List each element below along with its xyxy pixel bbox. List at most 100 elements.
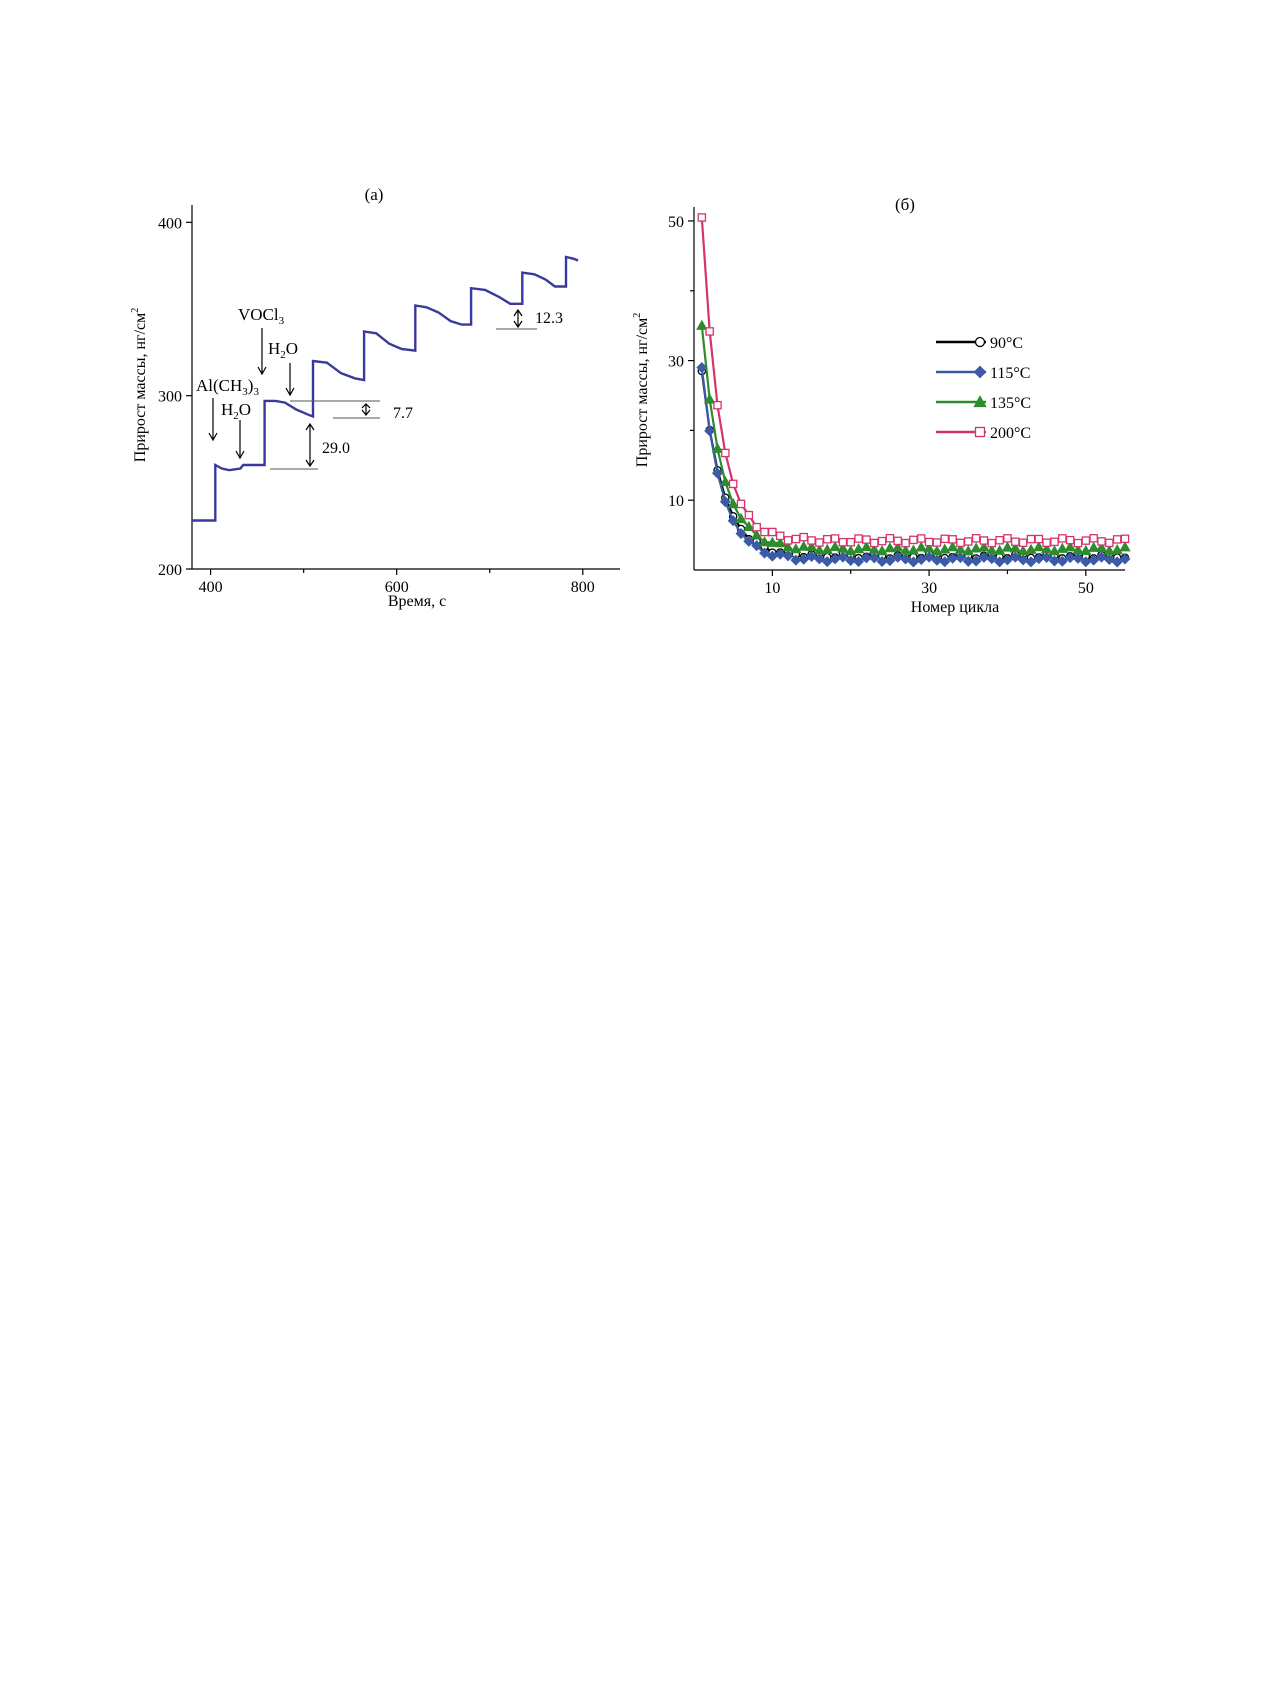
data-point	[837, 551, 849, 563]
data-point	[1001, 541, 1014, 552]
data-point	[939, 543, 951, 554]
data-point	[1001, 554, 1013, 566]
data-point	[986, 553, 998, 565]
data-point	[1087, 541, 1100, 552]
data-point	[1119, 553, 1131, 565]
data-point	[735, 512, 747, 524]
series-135c	[696, 319, 1131, 556]
data-point	[719, 475, 732, 487]
data-point	[862, 535, 871, 544]
data-point	[956, 538, 965, 548]
panel-b-label: (б)	[895, 195, 915, 214]
data-point	[1017, 545, 1029, 556]
data-point	[759, 547, 771, 559]
data-point	[711, 467, 724, 479]
data-point	[907, 544, 920, 555]
data-point	[846, 537, 855, 547]
data-point	[876, 545, 888, 556]
data-point	[970, 542, 982, 553]
data-point	[854, 534, 863, 543]
data-point	[813, 544, 826, 555]
data-point	[1072, 544, 1084, 555]
panel-a-x-tick-label: 400	[199, 579, 223, 596]
data-point	[877, 536, 887, 546]
data-point	[1034, 534, 1044, 544]
data-point	[884, 555, 896, 567]
series-200c	[697, 213, 1130, 548]
data-point	[978, 541, 990, 552]
panel-a-y-tick-label: 300	[158, 389, 182, 406]
data-point	[892, 551, 904, 563]
data-point	[728, 479, 738, 489]
data-point	[860, 552, 872, 564]
panel-b-ticks: 10 30 50 10 30 50	[668, 214, 1094, 597]
panel-b-x-tick-label: 30	[921, 580, 937, 597]
panel-b-chart: (б) 10 30 50 10 30 50 Номер цикла Прирост мас…	[632, 195, 1131, 616]
data-point	[893, 536, 902, 546]
data-point	[1072, 552, 1084, 564]
data-point	[758, 536, 771, 547]
label-12: 12.3	[535, 310, 563, 327]
data-point	[751, 540, 763, 552]
data-point	[1033, 541, 1045, 552]
data-point	[1064, 552, 1076, 564]
annotation-h2o-first: H2O	[221, 400, 251, 422]
legend-marker	[974, 336, 986, 348]
data-point	[821, 543, 833, 554]
double-arrow-12	[513, 308, 523, 329]
annotation-h2o-second: H2O	[268, 339, 298, 361]
data-point	[774, 548, 786, 560]
data-point	[1009, 542, 1022, 553]
panel-a-y-tick-label: 400	[158, 215, 182, 232]
arrow-vocl3	[257, 328, 267, 376]
data-point	[837, 542, 849, 553]
data-point	[1048, 545, 1061, 556]
data-point	[845, 545, 857, 556]
data-point	[1119, 541, 1131, 552]
panel-a-mass-trace	[192, 255, 579, 522]
data-point	[1089, 534, 1098, 543]
data-point	[829, 540, 841, 552]
data-point	[760, 527, 769, 537]
data-point	[750, 529, 763, 540]
data-point	[923, 542, 935, 553]
data-point	[1003, 534, 1012, 543]
data-point	[727, 498, 739, 509]
data-point	[1120, 534, 1130, 544]
legend-label: 90°C	[990, 335, 1023, 352]
data-point	[821, 556, 833, 568]
data-point	[774, 537, 786, 548]
panel-a-x-tick-label: 800	[571, 579, 595, 596]
data-point	[986, 544, 998, 555]
data-point	[993, 544, 1006, 555]
data-point	[852, 543, 865, 554]
data-point	[822, 534, 832, 544]
data-point	[868, 552, 880, 564]
data-point	[1025, 543, 1037, 554]
panel-b-y-tick-label: 50	[668, 214, 684, 231]
data-point	[1058, 534, 1067, 543]
data-point	[923, 551, 935, 563]
data-point	[954, 543, 967, 554]
panel-a-label: (a)	[365, 185, 384, 204]
data-point	[830, 534, 840, 543]
data-point	[696, 319, 708, 330]
data-point	[962, 555, 974, 567]
data-point	[782, 550, 794, 562]
panel-a-x-tick-label: 600	[385, 579, 409, 596]
data-point	[1056, 542, 1069, 553]
data-point	[1103, 544, 1116, 556]
data-point	[798, 553, 810, 565]
legend-label: 200°C	[990, 425, 1031, 442]
data-point	[711, 442, 724, 453]
panel-b-x-tick-label: 10	[764, 580, 780, 597]
data-point	[978, 551, 990, 563]
panel-b-y-tick-label: 30	[668, 354, 684, 371]
legend-label: 115°C	[990, 365, 1030, 382]
data-point	[752, 522, 761, 532]
data-point	[987, 538, 997, 548]
data-point	[805, 540, 818, 552]
data-point	[735, 528, 747, 540]
data-point	[899, 544, 912, 555]
data-point	[995, 535, 1004, 545]
